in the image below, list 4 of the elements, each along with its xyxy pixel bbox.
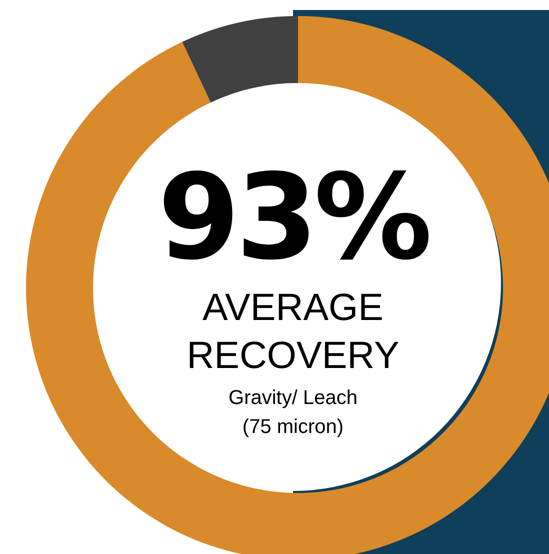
text: Gravity/ Leach — [228, 386, 358, 411]
data-label: 93% — [156, 148, 430, 286]
text: AVERAGE RECOVERY — [186, 287, 400, 379]
text: (75 micron) — [241, 415, 345, 440]
